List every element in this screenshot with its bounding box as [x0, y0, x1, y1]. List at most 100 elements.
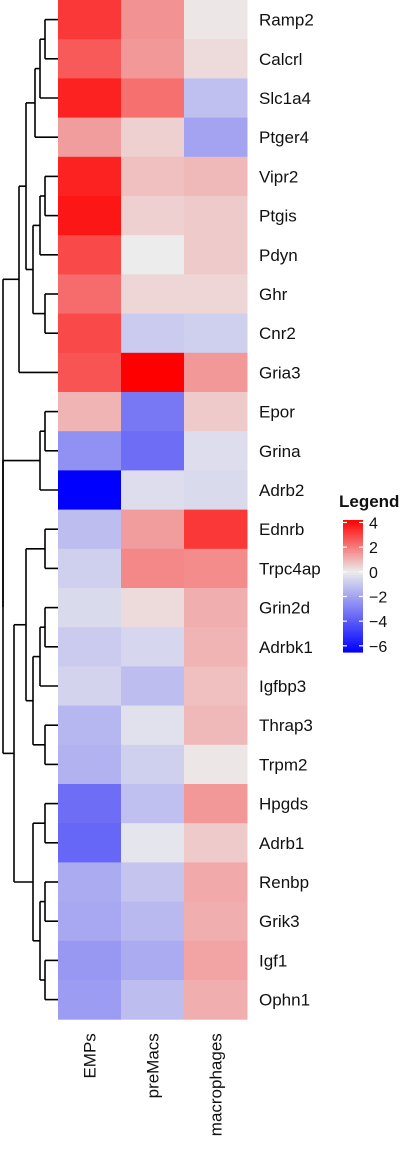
- legend-swatch: [343, 561, 363, 565]
- row-label: Igf1: [259, 951, 287, 970]
- legend-tick-label: 4: [369, 515, 378, 532]
- legend-swatch: [343, 528, 363, 532]
- legend-swatch: [343, 603, 363, 607]
- row-label: Trpm2: [259, 755, 308, 774]
- row-label: Grik3: [259, 912, 300, 931]
- heatmap-cell: [58, 78, 122, 119]
- legend-swatch: [343, 627, 363, 631]
- legend-swatch: [343, 568, 363, 572]
- heatmap-cell: [184, 666, 248, 707]
- color-legend: Legend 4 2 0 −2 −4 −6: [339, 492, 399, 656]
- heatmap-cell: [58, 235, 122, 275]
- legend-swatch: [343, 533, 363, 536]
- row-label: Gria3: [259, 363, 301, 382]
- legend-swatch: [343, 542, 363, 545]
- heatmap-cell: [58, 470, 122, 511]
- legend-swatch: [343, 588, 363, 591]
- heatmap-cell: [184, 470, 248, 511]
- heatmap-cell: [184, 862, 248, 903]
- row-label: Thrap3: [259, 716, 313, 735]
- legend-swatch: [343, 590, 363, 594]
- row-label: Adrb1: [259, 834, 304, 853]
- legend-swatch: [343, 623, 363, 627]
- legend-swatch: [343, 579, 363, 583]
- heatmap-cell: [184, 196, 248, 236]
- heatmap-cell: [184, 352, 248, 393]
- heatmap-cell: [184, 509, 248, 550]
- heatmap-cell: [184, 705, 248, 746]
- column-label: macrophages: [207, 1033, 226, 1136]
- row-label: Ptgis: [259, 207, 297, 226]
- heatmap-cell: [121, 117, 185, 158]
- legend-swatch: [343, 621, 363, 624]
- legend-swatch: [343, 647, 363, 651]
- legend-swatch: [343, 619, 363, 622]
- heatmap-cell: [58, 39, 122, 79]
- legend-swatch: [343, 641, 363, 644]
- heatmap-cell: [58, 352, 122, 393]
- legend-swatch: [343, 601, 363, 605]
- row-label: Adrb2: [259, 481, 304, 500]
- heatmap-cell: [58, 392, 122, 432]
- heatmap-cell: [121, 156, 185, 197]
- legend-swatch: [343, 566, 363, 569]
- heatmap-cell: [184, 117, 248, 158]
- heatmap-cell: [58, 744, 122, 785]
- row-label: Ednrb: [259, 520, 304, 539]
- legend-swatch: [343, 636, 363, 640]
- legend-tick-label: 2: [369, 540, 378, 557]
- row-label: Cnr2: [259, 324, 296, 343]
- row-label: Grin2d: [259, 599, 310, 618]
- heatmap-cell: [58, 823, 122, 863]
- legend-swatch: [343, 546, 363, 550]
- heatmap-cell: [58, 274, 122, 315]
- row-label: Renbp: [259, 873, 309, 892]
- heatmap-cell: [58, 431, 122, 471]
- legend-swatch: [343, 634, 363, 638]
- row-dendrogram: [2, 18, 58, 1001]
- heatmap-cell: [121, 431, 185, 471]
- heatmap-cell: [184, 313, 248, 354]
- row-label: Ptger4: [259, 128, 309, 147]
- legend-swatch: [343, 599, 363, 602]
- heatmap-cells: [58, 0, 248, 1020]
- row-label: Calcrl: [259, 50, 302, 69]
- column-label: preMacs: [144, 1033, 163, 1098]
- legend-swatch: [343, 645, 363, 649]
- heatmap-cell: [184, 980, 248, 1020]
- heatmap-cell: [58, 862, 122, 903]
- legend-swatch: [343, 649, 363, 653]
- legend-title: Legend: [339, 492, 399, 511]
- heatmap-cell: [184, 784, 248, 824]
- legend-swatch: [343, 575, 363, 578]
- heatmap-cell: [121, 980, 185, 1020]
- row-label: Hpgds: [259, 795, 308, 814]
- heatmap-cell: [58, 313, 122, 354]
- legend-swatch: [343, 548, 363, 552]
- heatmap-cell: [58, 901, 122, 942]
- legend-swatch: [343, 539, 363, 543]
- row-label: Ghr: [259, 285, 288, 304]
- row-label: Ramp2: [259, 11, 314, 30]
- heatmap-cell: [58, 196, 122, 236]
- heatmap-cell: [184, 156, 248, 197]
- heatmap-cell: [184, 823, 248, 863]
- legend-swatch: [343, 625, 363, 629]
- legend-swatch: [343, 592, 363, 596]
- legend-swatch: [343, 553, 363, 556]
- legend-swatch: [343, 544, 363, 547]
- heatmap-cell: [121, 509, 185, 550]
- column-label: EMPs: [81, 1033, 100, 1078]
- legend-swatch: [343, 557, 363, 561]
- row-labels: Ramp2 Calcrl Slc1a4 Ptger4 Vipr2 Ptgis Pdyn Ghr…: [259, 11, 321, 1010]
- heatmap-cell: [184, 627, 248, 667]
- heatmap-cell: [184, 0, 248, 40]
- legend-swatch: [343, 537, 363, 541]
- heatmap-cell: [121, 352, 185, 393]
- row-label: Pdyn: [259, 246, 298, 265]
- heatmap-cell: [121, 862, 185, 903]
- heatmap-cell: [184, 744, 248, 785]
- heatmap-cell: [58, 666, 122, 707]
- legend-swatch: [343, 570, 363, 574]
